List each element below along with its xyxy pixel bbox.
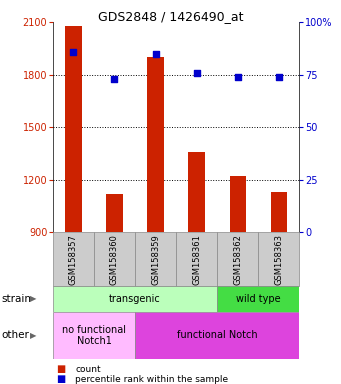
Text: ■: ■ — [56, 364, 65, 374]
Bar — [217, 232, 258, 286]
Text: count: count — [75, 365, 101, 374]
Text: no functional
Notch1: no functional Notch1 — [62, 324, 126, 346]
Text: GDS2848 / 1426490_at: GDS2848 / 1426490_at — [98, 10, 243, 23]
Text: strain: strain — [2, 294, 32, 304]
Point — [153, 51, 158, 57]
Text: GSM158362: GSM158362 — [233, 234, 242, 285]
Bar — [65, 26, 81, 232]
Bar — [106, 194, 123, 232]
Text: percentile rank within the sample: percentile rank within the sample — [75, 375, 228, 384]
Point — [71, 49, 76, 55]
Text: ▶: ▶ — [30, 295, 37, 303]
Text: wild type: wild type — [236, 294, 281, 304]
Bar — [147, 57, 164, 232]
Bar — [53, 286, 217, 312]
Text: functional Notch: functional Notch — [177, 330, 257, 341]
Bar — [229, 176, 246, 232]
Point — [112, 76, 117, 82]
Bar — [135, 312, 299, 359]
Text: other: other — [2, 330, 30, 341]
Bar — [135, 232, 176, 286]
Bar — [258, 232, 299, 286]
Bar — [176, 232, 217, 286]
Bar — [53, 312, 135, 359]
Text: GSM158357: GSM158357 — [69, 234, 78, 285]
Bar — [53, 232, 94, 286]
Text: GSM158363: GSM158363 — [275, 234, 283, 285]
Text: GSM158360: GSM158360 — [110, 234, 119, 285]
Text: ▶: ▶ — [30, 331, 37, 340]
Text: GSM158361: GSM158361 — [192, 234, 201, 285]
Bar — [271, 192, 287, 232]
Bar — [189, 152, 205, 232]
Point — [276, 74, 282, 80]
Text: GSM158359: GSM158359 — [151, 234, 160, 285]
Bar — [94, 232, 135, 286]
Point — [235, 74, 240, 80]
Bar — [217, 286, 299, 312]
Text: ■: ■ — [56, 374, 65, 384]
Point — [194, 70, 199, 76]
Text: transgenic: transgenic — [109, 294, 161, 304]
